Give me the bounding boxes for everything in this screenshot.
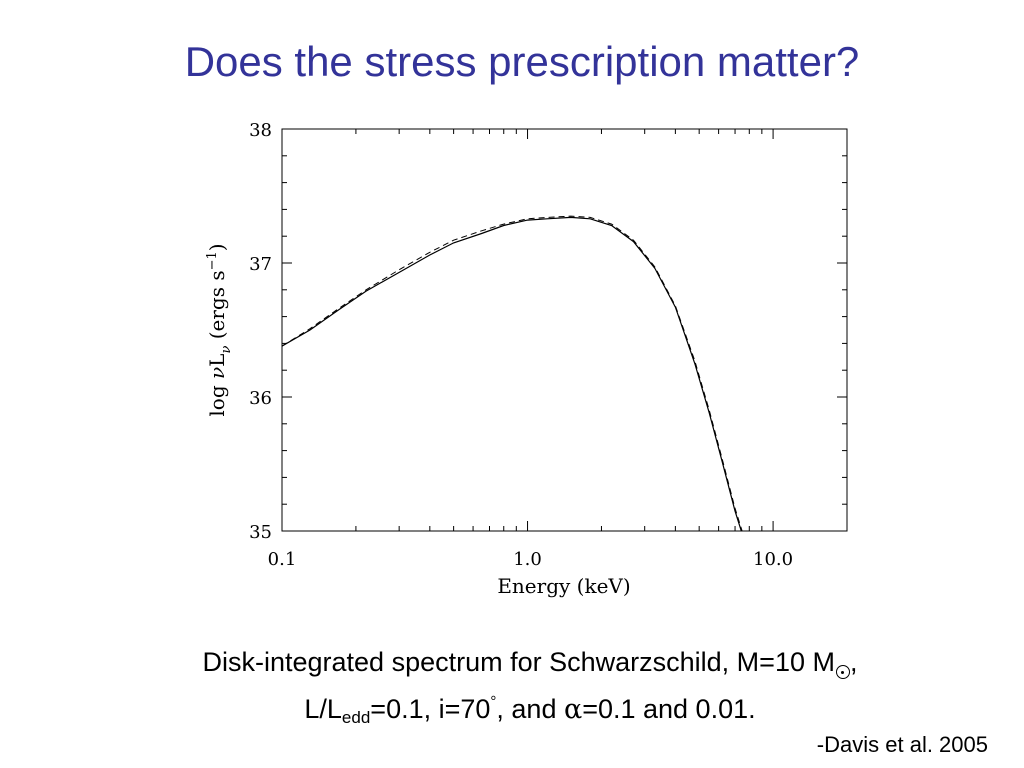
y-tick-label: 37 <box>249 254 272 275</box>
x-axis-label: Energy (keV) <box>497 574 630 598</box>
caption-degree: ° <box>490 693 497 710</box>
caption-and: , and <box>496 694 564 724</box>
series-lines <box>282 215 743 531</box>
x-tick-label: 10.0 <box>753 549 793 570</box>
caption-alpha: α <box>563 694 583 725</box>
caption-line-2: L/Ledd=0.1, i=70°, and α=0.1 and 0.01. <box>0 684 1024 736</box>
caption-comma: , <box>849 647 858 677</box>
solar-symbol-icon <box>835 665 850 679</box>
x-tick-label: 0.1 <box>268 549 297 570</box>
y-tick-labels: 35 36 37 38 <box>249 120 272 543</box>
y-tick-label: 35 <box>249 522 272 543</box>
series-line-dashed <box>282 215 743 531</box>
caption-alpha-values: =0.1 and 0.01. <box>582 694 756 724</box>
caption-line-1: Disk-integrated spectrum for Schwarzschi… <box>0 644 1024 680</box>
caption-params: =0.1, i=70 <box>370 694 491 724</box>
plot-frame <box>281 128 848 532</box>
slide-title: Does the stress prescription matter? <box>184 38 860 85</box>
caption-text-1: Disk-integrated spectrum for Schwarzschi… <box>202 647 835 677</box>
x-tick-label: 1.0 <box>513 549 542 570</box>
y-axis-label: log νLν (ergs s−1) <box>205 243 234 416</box>
y-tick-label: 36 <box>249 388 272 409</box>
caption-edd-subscript: edd <box>341 708 371 727</box>
citation-credit: -Davis et al. 2005 <box>816 732 988 757</box>
x-tick-labels: 0.1 1.0 10.0 <box>268 549 793 570</box>
series-line-solid <box>282 216 742 531</box>
caption-l-text: L/L <box>304 694 342 724</box>
y-tick-label: 38 <box>249 120 272 141</box>
axis-ticks <box>281 128 848 532</box>
